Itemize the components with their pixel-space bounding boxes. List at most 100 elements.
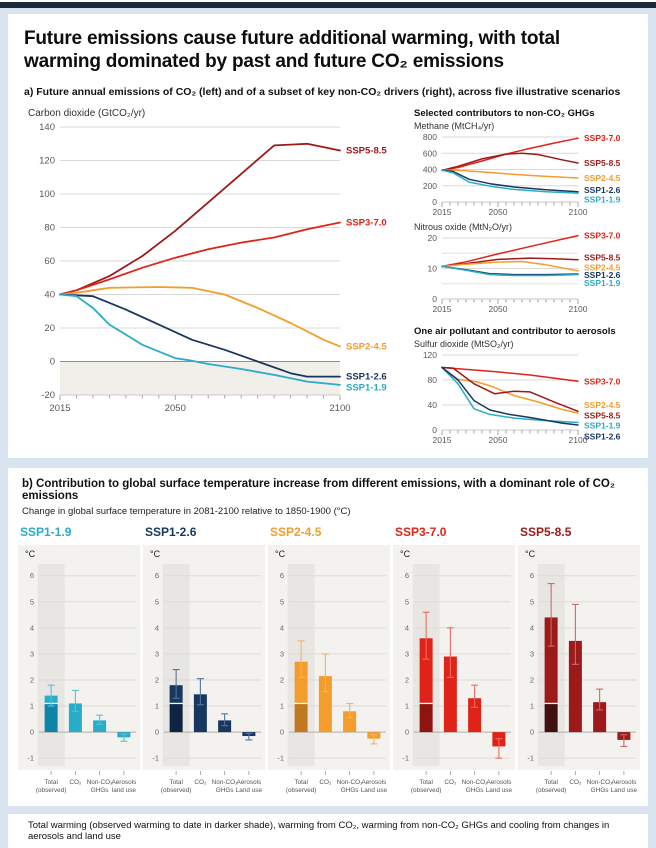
- svg-text:5: 5: [530, 597, 534, 606]
- svg-text:1: 1: [155, 701, 159, 710]
- figure-caption: Total warming (observed warming to date …: [28, 819, 610, 842]
- panel-b-sublabel: Change in global surface temperature in …: [22, 505, 351, 517]
- svg-text:1: 1: [405, 701, 409, 710]
- panel-a-card: Future emissions cause future additional…: [8, 14, 648, 458]
- nonco2-column: Selected contributors to non-CO₂ GHGs Me…: [414, 108, 640, 450]
- nitrous-label-SSP3-7.0: SSP3-7.0: [584, 230, 621, 240]
- svg-text:Non-CO₂: Non-CO₂: [462, 779, 488, 786]
- svg-text:(observed): (observed): [411, 787, 442, 794]
- svg-text:GHGs: GHGs: [591, 787, 609, 794]
- svg-text:2015: 2015: [433, 304, 452, 314]
- top-white-strip: [0, 0, 656, 2]
- svg-text:2: 2: [30, 675, 34, 684]
- svg-text:0: 0: [405, 727, 409, 736]
- co2-series-SSP5-8.5: [59, 142, 341, 295]
- scenario-panel-ssp1-19: SSP1-1.9 °C -1 0 1 2 3 4 5 6 Total (observed) CO₂ Non…: [18, 525, 140, 800]
- svg-text:3: 3: [280, 649, 284, 658]
- sulfur-series-SSP2-4.5: [441, 366, 579, 414]
- co2-label-SSP5-8.5: SSP5-8.5: [346, 145, 387, 156]
- svg-text:(observed): (observed): [36, 787, 67, 794]
- svg-text:5: 5: [155, 597, 159, 606]
- svg-text:CO₂: CO₂: [319, 779, 332, 786]
- scenario-panel-ssp5-85: SSP5-8.5 °C -1 0 1 2 3 4 5 6 Total (observed) CO₂ Non…: [518, 525, 640, 800]
- svg-text:4: 4: [530, 623, 534, 632]
- svg-text:(observed): (observed): [161, 787, 192, 794]
- svg-text:100: 100: [39, 189, 55, 200]
- svg-text:(observed): (observed): [536, 787, 567, 794]
- svg-text:140: 140: [39, 122, 55, 133]
- svg-text:0: 0: [530, 727, 534, 736]
- svg-text:4: 4: [280, 623, 284, 632]
- panel-b-label: b) Contribution to global surface temper…: [22, 477, 615, 502]
- svg-text:3: 3: [30, 649, 34, 658]
- co2-chart-title: Carbon dioxide (GtCO₂/yr): [28, 107, 146, 119]
- sulfur-label-SSP5-8.5: SSP5-8.5: [584, 410, 621, 420]
- methane-series-SSP2-4.5: [441, 169, 579, 179]
- svg-text:3: 3: [155, 649, 159, 658]
- unit-label-ssp1-19: °C: [25, 548, 36, 559]
- svg-text:80: 80: [428, 375, 438, 385]
- svg-text:1: 1: [530, 701, 534, 710]
- svg-text:600: 600: [423, 148, 437, 158]
- aerosol-header: One air pollutant and contributor to aer…: [414, 325, 616, 337]
- unit-label-ssp2-45: °C: [275, 548, 286, 559]
- scenario-title-ssp3-70: SSP3-7.0: [395, 524, 447, 539]
- sulfur-series-SSP5-8.5: [441, 366, 579, 412]
- svg-text:Non-CO₂: Non-CO₂: [212, 779, 238, 786]
- svg-text:120: 120: [39, 155, 55, 166]
- svg-text:Total: Total: [419, 779, 433, 786]
- svg-text:5: 5: [405, 597, 409, 606]
- svg-text:400: 400: [423, 164, 437, 174]
- svg-text:1: 1: [30, 701, 34, 710]
- panel-b-card: b) Contribution to global surface temper…: [8, 467, 648, 806]
- svg-text:Aerosols: Aerosols: [236, 779, 261, 786]
- svg-text:2100: 2100: [329, 403, 350, 414]
- svg-text:40: 40: [44, 289, 55, 300]
- svg-text:CO₂: CO₂: [194, 779, 207, 786]
- scenario-plot-box-ssp5-85: °C -1 0 1 2 3 4 5 6: [518, 544, 640, 770]
- svg-text:3: 3: [405, 649, 409, 658]
- svg-text:Aerosols: Aerosols: [111, 779, 136, 786]
- svg-text:Non-CO₂: Non-CO₂: [587, 779, 613, 786]
- svg-text:0: 0: [432, 197, 437, 207]
- sulfur-label-SSP3-7.0: SSP3-7.0: [584, 376, 621, 386]
- scenario-panel-ssp3-70: SSP3-7.0 °C -1 0 1 2 3 4 5 6 Total (observed) CO₂ Non…: [393, 525, 515, 800]
- co2-column: Carbon dioxide (GtCO₂/yr) -20 0 20 40 60 80 10…: [24, 108, 406, 450]
- scenario-panel-ssp2-45: SSP2-4.5 °C -1 0 1 2 3 4 5 6 Total (observed) CO₂ Non…: [268, 525, 390, 800]
- co2-series-SSP1-2.6: [59, 293, 341, 378]
- co2-label-SSP1-1.9: SSP1-1.9: [346, 382, 387, 393]
- svg-text:2100: 2100: [569, 435, 588, 445]
- scenario-title-ssp1-19: SSP1-1.9: [20, 524, 72, 539]
- nonco2-header: Selected contributors to non-CO₂ GHGs: [414, 107, 595, 119]
- co2-label-SSP3-7.0: SSP3-7.0: [346, 217, 387, 228]
- svg-text:CO₂: CO₂: [444, 779, 457, 786]
- methane-label-SSP5-8.5: SSP5-8.5: [584, 158, 621, 168]
- svg-text:0: 0: [155, 727, 159, 736]
- svg-text:Land use: Land use: [361, 787, 388, 794]
- svg-text:0: 0: [432, 294, 437, 304]
- svg-text:0: 0: [432, 425, 437, 435]
- svg-text:Total: Total: [44, 779, 58, 786]
- svg-text:6: 6: [280, 571, 284, 580]
- svg-text:40: 40: [428, 400, 438, 410]
- svg-text:4: 4: [30, 623, 34, 632]
- observed-band-ssp1-19: [37, 563, 65, 766]
- scenario-title-ssp2-45: SSP2-4.5: [270, 524, 322, 539]
- category-labels-ssp5-85: Total(observed)CO₂ Non-CO₂GHGsAerosolsLan…: [536, 770, 637, 794]
- methane-chart-mount: 0 200 400 600 800 2015 2050 2100 SSP3-7.0 SSP5-8.…: [414, 132, 640, 222]
- figure-title: Future emissions cause future additional…: [24, 28, 560, 72]
- category-labels-ssp2-45: Total(observed)CO₂ Non-CO₂GHGsAerosolsLan…: [286, 770, 388, 794]
- co2-series-SSP1-1.9: [59, 293, 341, 386]
- ssp3-70-bars: -1 0 1 2 3 4 5 6: [402, 563, 511, 766]
- svg-text:2050: 2050: [489, 304, 508, 314]
- observed-band-ssp1-26: [162, 563, 190, 766]
- scenario-title-ssp5-85: SSP5-8.5: [520, 524, 572, 539]
- nitrous-series-SSP1-1.9: [441, 265, 579, 276]
- svg-text:2015: 2015: [433, 435, 452, 445]
- svg-text:2: 2: [530, 675, 534, 684]
- svg-text:Total: Total: [544, 779, 558, 786]
- sulfur-series-SSP1-2.6: [441, 366, 579, 426]
- nitrous-label-SSP2-4.5: SSP2-4.5: [584, 262, 621, 272]
- svg-text:10: 10: [428, 263, 438, 273]
- svg-text:2050: 2050: [489, 207, 508, 217]
